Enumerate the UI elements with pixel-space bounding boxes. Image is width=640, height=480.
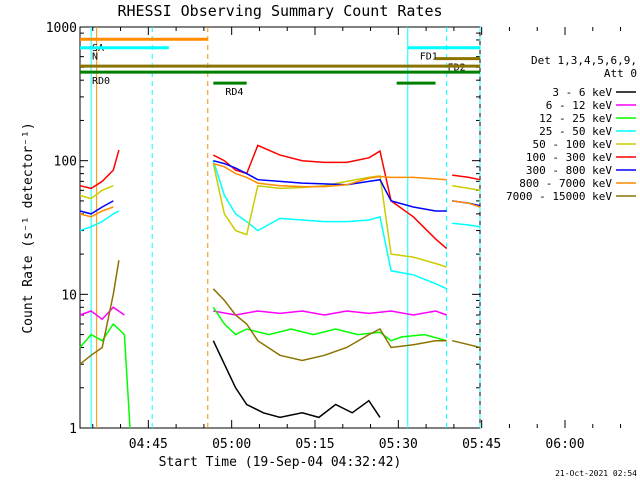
series-line: [79, 322, 131, 429]
series-line: [79, 149, 120, 190]
series-line: [452, 200, 481, 208]
x-tick-label: 04:45: [129, 437, 168, 452]
x-tick-label: 05:00: [212, 437, 251, 452]
x-tick-label: 05:45: [462, 437, 501, 452]
legend-label: 50 - 100 keV: [533, 138, 613, 151]
x-tick-label: 06:00: [545, 437, 584, 452]
series-line: [213, 310, 447, 316]
x-axis: 04:45 05:00 05:15 05:30 05:45 06:00: [92, 27, 622, 452]
flag-label: RD0: [92, 76, 110, 87]
series-line: [212, 288, 447, 362]
series-group: [79, 144, 481, 429]
series-line: [452, 339, 481, 349]
x-tick-label: 05:15: [295, 437, 334, 452]
series-line: [79, 185, 114, 200]
series-line: [212, 144, 448, 250]
x-axis-label: Start Time (19-Sep-04 04:32:42): [159, 455, 402, 470]
series-line: [79, 206, 114, 218]
series-line: [79, 306, 125, 321]
series-line: [212, 160, 448, 290]
series-line: [79, 200, 114, 215]
chart-title: RHESSI Observing Summary Count Rates: [117, 2, 442, 20]
series-line: [213, 159, 447, 212]
y-tick-label: 10: [61, 288, 77, 303]
y-axis-label: Count Rate (s⁻¹ detector⁻¹): [21, 122, 36, 333]
legend-label: 25 - 50 keV: [539, 125, 612, 138]
legend-label: 6 - 12 keV: [546, 99, 613, 112]
series-line: [213, 162, 447, 188]
legend-label: 100 - 300 keV: [526, 151, 612, 164]
flag-label: FD2: [448, 63, 466, 74]
legend-title-line1: Det 1,3,4,5,6,9,: [531, 54, 637, 67]
series-line: [79, 210, 120, 232]
legend-label: 800 - 7000 keV: [519, 177, 612, 190]
legend-label: 12 - 25 keV: [539, 112, 612, 125]
series-line: [79, 260, 120, 365]
flag-label: N: [92, 52, 98, 63]
series-line: [452, 222, 481, 228]
y-tick-label: 1000: [46, 21, 77, 36]
vertical-markers: [90, 27, 481, 428]
x-tick-label: 05:30: [379, 437, 418, 452]
legend-label: 300 - 800 keV: [526, 164, 612, 177]
flag-label: RD4: [225, 87, 243, 98]
y-tick-label: 1: [69, 422, 77, 437]
series-line: [212, 340, 381, 419]
flag-bars: SANFD1FD2RD0RD4: [80, 37, 480, 98]
legend-label: 3 - 6 keV: [552, 86, 612, 99]
series-line: [212, 306, 447, 342]
legend-title-line2: Att 0: [604, 67, 637, 80]
flag-label: FD1: [420, 52, 438, 63]
series-line: [452, 174, 481, 181]
legend-label: 7000 - 15000 keV: [506, 190, 612, 203]
series-line: [452, 184, 481, 192]
plot-frame: [79, 26, 481, 429]
footer-timestamp: 21-Oct-2021 02:54: [555, 469, 637, 478]
y-tick-label: 100: [54, 155, 77, 170]
series-line: [212, 163, 447, 268]
